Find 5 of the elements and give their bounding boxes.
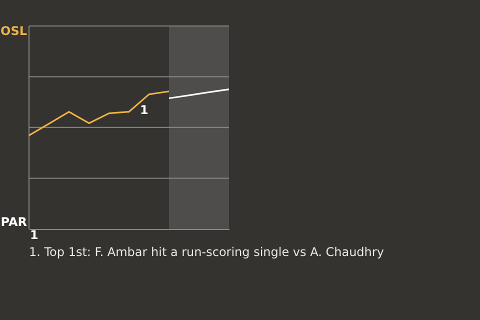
annotation: 1 (30, 228, 38, 242)
text: PAR (0, 215, 27, 229)
annotation: 1 (140, 103, 148, 117)
text: OSL (0, 24, 28, 38)
text: 1. Top 1st: F. Ambar hit a run-scoring single vs A. Chaudhry (29, 245, 384, 259)
